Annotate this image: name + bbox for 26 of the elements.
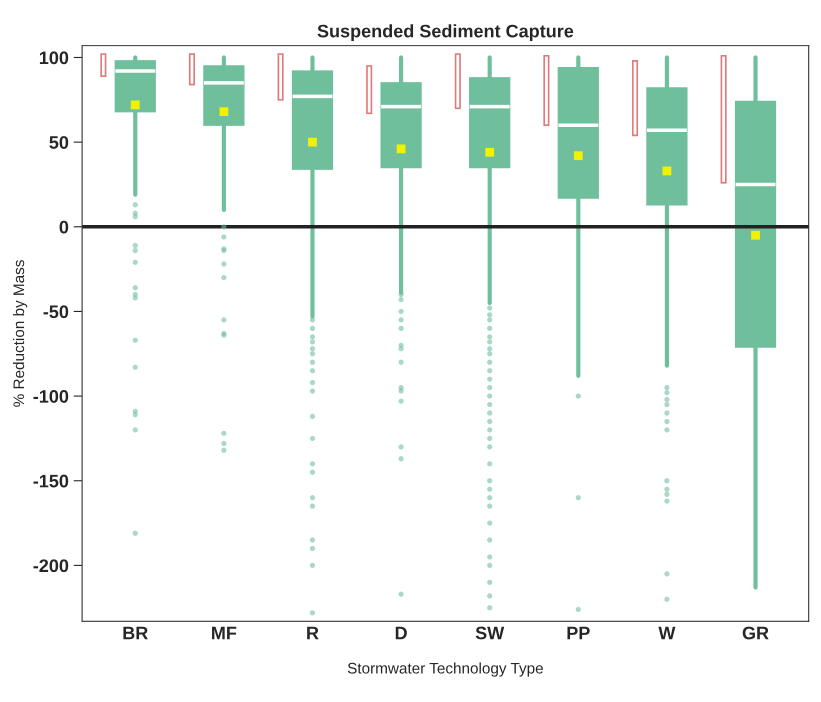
bar [720, 54, 727, 184]
x-tick-label: GR [742, 626, 769, 640]
x-axis-title: Stormwater Technology Type [348, 662, 543, 677]
y-tick-label: -100 [33, 390, 68, 403]
bar [632, 60, 638, 136]
y-tick-label: 0 [60, 220, 68, 234]
bar [366, 65, 372, 114]
x-tick-label: SW [476, 626, 504, 640]
y-axis-title: % Reduction by Mass [12, 260, 28, 407]
bar [278, 53, 284, 101]
x-tick-label: R [307, 626, 319, 640]
y-tick-label: -50 [44, 305, 68, 318]
x-tick-label: W [658, 626, 676, 640]
bar [454, 53, 461, 110]
x-tick-label: PP [567, 626, 590, 640]
y-tick-label: 50 [49, 136, 68, 149]
chart-title: Suspended Sediment Capture [318, 24, 574, 42]
y-tick-label: -150 [33, 474, 68, 488]
bar [543, 54, 550, 126]
y-tick-label: 100 [40, 51, 68, 64]
y-tick-label: -200 [33, 559, 68, 572]
x-tick-label: MF [212, 626, 236, 640]
bar [188, 53, 196, 86]
bar [100, 53, 106, 77]
x-tick-label: BR [123, 626, 148, 640]
x-tick-label: D [396, 626, 407, 640]
